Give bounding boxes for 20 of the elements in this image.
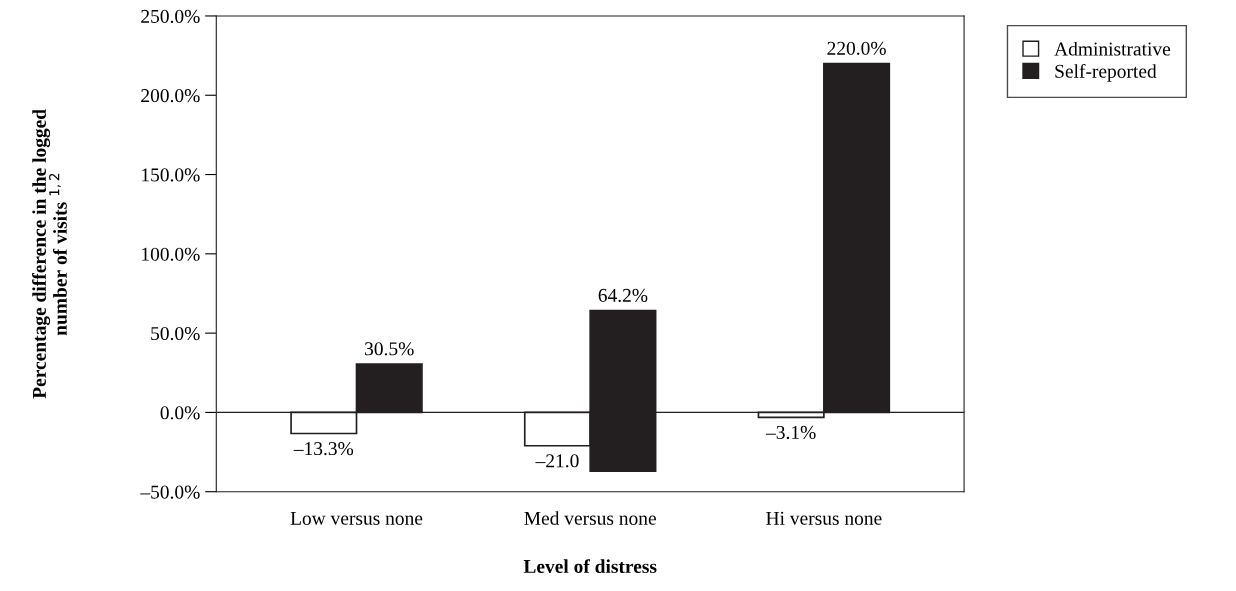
y-tick-label: –50.0% xyxy=(140,485,200,499)
data-label: –21.0 xyxy=(535,454,579,468)
legend-label: Administrative xyxy=(1054,41,1171,56)
x-tick-label: Low versus none xyxy=(290,511,423,525)
y-tick-label: 250.0% xyxy=(141,9,200,23)
y-tick-label: 0.0% xyxy=(160,406,200,420)
legend-label: Self-reported xyxy=(1055,63,1157,82)
y-tick-label: 100.0% xyxy=(142,247,200,261)
y-axis-title: Percentage difference in the logged number of visits $^{1,2}$ xyxy=(32,109,67,399)
x-tick-label: Hi versus none xyxy=(766,511,882,525)
y-tick-label: 150.0% xyxy=(142,168,200,182)
data-label: –3.1% xyxy=(765,425,816,440)
data-label: 220.0% xyxy=(827,41,886,55)
data-label: 64.2% xyxy=(598,288,648,302)
x-axis-title: Level of distress xyxy=(523,559,657,574)
data-label: 30.5% xyxy=(365,342,414,356)
x-tick-label: Med versus none xyxy=(524,511,656,525)
data-label: –13.3% xyxy=(293,442,354,456)
y-tick-label: 200.0% xyxy=(141,89,200,103)
y-tick-label: 50.0% xyxy=(151,326,200,341)
